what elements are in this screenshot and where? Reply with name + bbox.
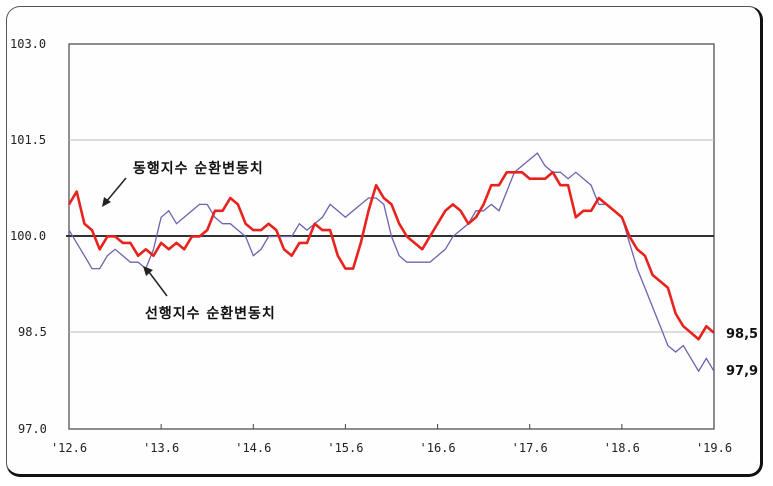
y-tick-label: 103.0 — [10, 37, 46, 51]
x-tick-label: '17.6 — [512, 441, 548, 455]
x-axis: '12.6 '13.6 '14.6 '15.6 '16.6 '17.6 '18.6 '19.6 — [51, 424, 732, 455]
y-tick-label: 101.5 — [10, 133, 46, 147]
x-tick-label: '12.6 — [51, 441, 87, 455]
x-tick-label: '15.6 — [327, 441, 363, 455]
end-value-coincident: 98,5 — [726, 327, 758, 342]
end-value-leading: 97,9 — [726, 364, 758, 379]
arrow-coincident — [105, 177, 127, 203]
chart-frame — [6, 6, 763, 477]
x-tick-label: '19.6 — [696, 441, 732, 455]
x-tick-label: '13.6 — [143, 441, 179, 455]
arrowhead-icon — [143, 266, 153, 276]
series-leading-index — [68, 152, 715, 373]
arrowhead-icon — [102, 197, 111, 207]
arrow-leading — [148, 271, 168, 297]
y-tick-label: 100.0 — [10, 229, 46, 243]
y-tick-label: 97.0 — [18, 422, 47, 436]
annotation-coincident-label: 동행지수 순환변동치 — [133, 160, 264, 177]
y-tick-label: 98.5 — [18, 325, 47, 339]
y-axis: 103.0 101.5 100.0 98.5 97.0 — [10, 37, 47, 436]
annotation-leading-label: 선행지수 순환변동치 — [145, 305, 276, 322]
series-coincident-index — [67, 171, 715, 341]
x-tick-label: '16.6 — [420, 441, 456, 455]
x-tick-label: '14.6 — [235, 441, 271, 455]
x-tick-label: '18.6 — [604, 441, 640, 455]
